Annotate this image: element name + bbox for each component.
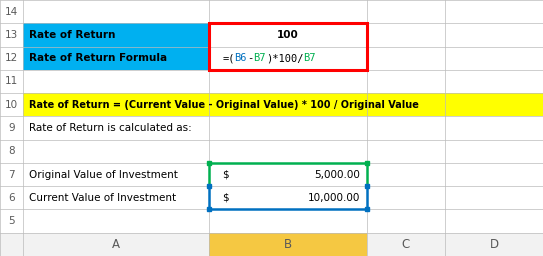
Text: =(: =( bbox=[222, 53, 235, 63]
Bar bbox=[209, 233, 367, 256]
Text: B6: B6 bbox=[235, 53, 247, 63]
Bar bbox=[0, 233, 543, 256]
Text: D: D bbox=[490, 238, 498, 251]
Text: 8: 8 bbox=[8, 146, 15, 156]
Text: B: B bbox=[284, 238, 292, 251]
Text: 10,000.00: 10,000.00 bbox=[308, 193, 360, 203]
Text: C: C bbox=[402, 238, 410, 251]
Text: 6: 6 bbox=[8, 193, 15, 203]
Text: Current Value of Investment: Current Value of Investment bbox=[29, 193, 176, 203]
Text: 100: 100 bbox=[277, 30, 299, 40]
Text: 11: 11 bbox=[5, 77, 18, 87]
Text: 13: 13 bbox=[5, 30, 18, 40]
Text: B7: B7 bbox=[304, 53, 316, 63]
Text: 5: 5 bbox=[8, 216, 15, 226]
Text: $: $ bbox=[222, 193, 229, 203]
Text: )*100/: )*100/ bbox=[266, 53, 304, 63]
Bar bbox=[23, 93, 543, 116]
Bar bbox=[23, 47, 209, 70]
Text: 7: 7 bbox=[8, 169, 15, 179]
Text: Rate of Return is calculated as:: Rate of Return is calculated as: bbox=[29, 123, 192, 133]
Bar bbox=[23, 23, 209, 47]
Text: $: $ bbox=[222, 169, 229, 179]
Text: 12: 12 bbox=[5, 53, 18, 63]
Text: Rate of Return: Rate of Return bbox=[29, 30, 116, 40]
Text: 9: 9 bbox=[8, 123, 15, 133]
Text: Rate of Return Formula: Rate of Return Formula bbox=[29, 53, 167, 63]
Text: Rate of Return = (Current Value - Original Value) * 100 / Original Value: Rate of Return = (Current Value - Origin… bbox=[29, 100, 419, 110]
Text: 5,000.00: 5,000.00 bbox=[314, 169, 360, 179]
Text: Original Value of Investment: Original Value of Investment bbox=[29, 169, 178, 179]
Text: A: A bbox=[112, 238, 120, 251]
Text: 14: 14 bbox=[5, 7, 18, 17]
Bar bbox=[209, 23, 367, 70]
Text: B7: B7 bbox=[254, 53, 266, 63]
Text: -: - bbox=[247, 53, 254, 63]
Text: 10: 10 bbox=[5, 100, 18, 110]
